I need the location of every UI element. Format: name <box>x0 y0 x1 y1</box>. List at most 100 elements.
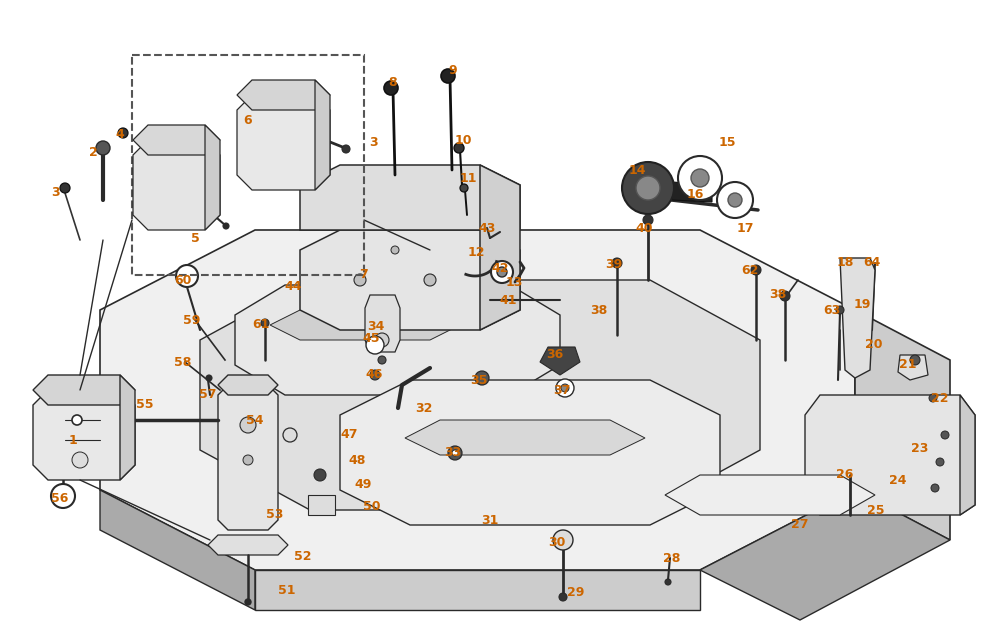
Circle shape <box>910 355 920 365</box>
Polygon shape <box>315 80 330 190</box>
Circle shape <box>283 428 297 442</box>
Text: 25: 25 <box>867 504 885 516</box>
Circle shape <box>164 181 172 189</box>
Circle shape <box>206 375 212 381</box>
Circle shape <box>497 267 507 277</box>
Polygon shape <box>218 375 278 395</box>
Text: 21: 21 <box>899 359 917 371</box>
Circle shape <box>96 141 110 155</box>
Polygon shape <box>33 375 135 405</box>
Circle shape <box>245 599 251 605</box>
Circle shape <box>931 484 939 492</box>
Polygon shape <box>133 125 220 155</box>
Circle shape <box>643 215 653 225</box>
Text: 39: 39 <box>605 258 623 272</box>
Text: 3: 3 <box>369 135 377 148</box>
Text: 35: 35 <box>470 373 488 387</box>
Text: 29: 29 <box>567 586 585 600</box>
Text: 3: 3 <box>51 186 59 198</box>
Text: 17: 17 <box>736 221 754 235</box>
Circle shape <box>176 265 198 287</box>
Text: 42: 42 <box>491 261 509 275</box>
Polygon shape <box>480 165 520 330</box>
Circle shape <box>354 274 366 286</box>
Polygon shape <box>120 375 135 480</box>
Circle shape <box>118 128 128 138</box>
Circle shape <box>424 274 436 286</box>
Circle shape <box>491 261 513 283</box>
Polygon shape <box>700 490 950 620</box>
Polygon shape <box>255 570 700 610</box>
Polygon shape <box>308 495 335 515</box>
Polygon shape <box>237 95 330 190</box>
Text: 58: 58 <box>174 356 192 368</box>
Polygon shape <box>805 395 975 515</box>
Circle shape <box>60 183 70 193</box>
Circle shape <box>240 417 256 433</box>
Polygon shape <box>235 285 560 395</box>
Text: 5: 5 <box>191 232 199 244</box>
Text: 33: 33 <box>444 446 462 459</box>
Circle shape <box>454 143 464 153</box>
Text: 6: 6 <box>244 113 252 127</box>
Circle shape <box>665 579 671 585</box>
Circle shape <box>51 484 75 508</box>
Circle shape <box>717 182 753 218</box>
Text: 22: 22 <box>931 392 949 404</box>
Polygon shape <box>960 395 975 515</box>
Text: 18: 18 <box>836 256 854 270</box>
Circle shape <box>314 469 326 481</box>
Circle shape <box>475 371 489 385</box>
Text: 13: 13 <box>505 277 523 289</box>
Polygon shape <box>200 280 760 510</box>
Text: 9: 9 <box>449 64 457 76</box>
Text: 8: 8 <box>389 76 397 88</box>
Polygon shape <box>208 535 288 555</box>
Text: 30: 30 <box>548 537 566 550</box>
Text: 41: 41 <box>499 293 517 307</box>
Text: 63: 63 <box>823 303 841 317</box>
Text: 2: 2 <box>89 146 97 158</box>
Circle shape <box>256 151 264 159</box>
Polygon shape <box>540 347 580 375</box>
Circle shape <box>691 169 709 187</box>
Circle shape <box>243 455 253 465</box>
Circle shape <box>936 458 944 466</box>
Circle shape <box>728 193 742 207</box>
Polygon shape <box>218 385 278 530</box>
Text: 34: 34 <box>367 321 385 333</box>
Text: 51: 51 <box>278 584 296 597</box>
Text: 43: 43 <box>478 221 496 235</box>
Text: 61: 61 <box>252 319 270 331</box>
Text: 12: 12 <box>467 247 485 259</box>
Circle shape <box>561 384 569 392</box>
Circle shape <box>780 291 790 301</box>
Polygon shape <box>237 80 330 110</box>
Circle shape <box>366 336 384 354</box>
Text: 23: 23 <box>911 441 929 455</box>
Text: 37: 37 <box>553 384 571 396</box>
Circle shape <box>342 145 350 153</box>
Polygon shape <box>100 490 255 610</box>
Text: 16: 16 <box>686 188 704 202</box>
Circle shape <box>836 306 844 314</box>
Text: 7: 7 <box>359 268 367 282</box>
Polygon shape <box>855 310 950 540</box>
Text: 26: 26 <box>836 469 854 481</box>
Circle shape <box>391 246 399 254</box>
Text: 36: 36 <box>546 349 564 361</box>
Text: 10: 10 <box>454 134 472 146</box>
Polygon shape <box>270 310 460 340</box>
Circle shape <box>636 176 660 200</box>
Polygon shape <box>340 380 720 525</box>
Circle shape <box>72 452 88 468</box>
Circle shape <box>553 530 573 550</box>
Text: 46: 46 <box>365 368 383 380</box>
Text: 54: 54 <box>246 413 264 427</box>
Text: 50: 50 <box>363 501 381 513</box>
Text: 59: 59 <box>183 314 201 326</box>
Polygon shape <box>33 390 135 480</box>
Circle shape <box>622 162 674 214</box>
Text: 28: 28 <box>663 551 681 565</box>
Circle shape <box>751 265 761 275</box>
